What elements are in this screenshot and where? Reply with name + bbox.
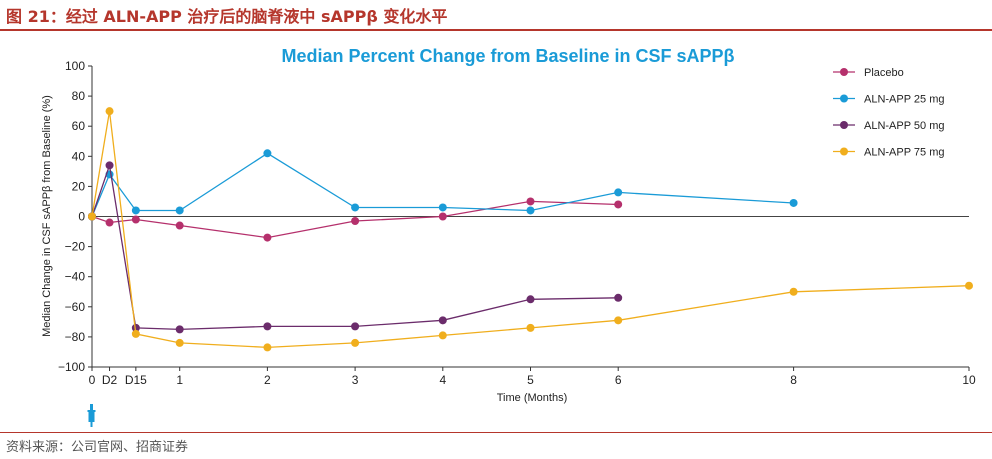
data-point — [88, 212, 96, 221]
data-point — [131, 215, 140, 224]
top-divider — [0, 29, 992, 31]
data-point — [614, 188, 623, 197]
series-line-4 — [91, 111, 970, 349]
data-point — [614, 316, 623, 325]
x-tick-label: 4 — [439, 373, 446, 387]
data-point — [438, 203, 447, 212]
legend-marker — [840, 147, 848, 156]
data-point — [105, 107, 114, 116]
x-tick-label: 10 — [962, 373, 976, 387]
data-point — [263, 343, 272, 352]
series-line-3 — [91, 165, 619, 331]
x-tick-label: 3 — [352, 373, 359, 387]
data-point — [526, 206, 535, 215]
data-point — [438, 316, 447, 325]
data-point — [789, 198, 798, 207]
y-axis-label: Median Change in CSF sAPPβ from Baseline… — [41, 95, 53, 337]
source-note: 资料来源：公司官网、招商证券 — [6, 440, 189, 455]
data-point — [351, 322, 360, 331]
data-point — [614, 200, 623, 209]
axes — [88, 65, 970, 371]
legend-marker — [840, 121, 848, 129]
y-tick-label: 80 — [72, 89, 86, 103]
y-tick-label: 100 — [65, 59, 85, 73]
data-point — [175, 206, 184, 215]
data-point — [263, 149, 272, 158]
data-point — [131, 323, 140, 332]
y-tick-label: −80 — [65, 330, 86, 344]
x-tick-label: 0 — [89, 373, 96, 387]
chart-title: Median Percent Change from Baseline in C… — [281, 46, 734, 66]
x-axis-label: Time (Months) — [497, 392, 568, 404]
x-tick-label: 2 — [264, 373, 271, 387]
data-point — [351, 203, 360, 212]
y-tick-label: −20 — [65, 240, 86, 254]
legend-label: ALN-APP 25 mg — [864, 94, 945, 106]
data-point — [526, 323, 535, 332]
x-tick-label: 5 — [527, 373, 534, 387]
series-line-2 — [91, 152, 794, 217]
bottom-divider — [0, 432, 992, 433]
data-point — [438, 331, 447, 340]
data-point — [131, 206, 140, 215]
data-point — [131, 329, 140, 338]
y-tick-label: 0 — [78, 210, 85, 224]
y-tick-label: −40 — [65, 270, 86, 284]
tick-labels: 100 80 60 40 20 0 −20 −40 −60 −80 −100 0 D2 D15 1 2 3 4 5 6… — [58, 59, 976, 387]
data-point — [175, 338, 184, 347]
x-tick-label: D2 — [102, 373, 118, 387]
legend-marker — [840, 94, 848, 103]
legend-marker — [840, 68, 848, 76]
data-point — [351, 217, 360, 226]
y-tick-label: −60 — [65, 300, 86, 314]
data-point — [105, 161, 114, 170]
syringe-icon — [87, 404, 96, 427]
y-tick-label: 20 — [72, 179, 86, 193]
data-point — [526, 197, 535, 206]
legend-label: Placebo — [864, 67, 904, 79]
data-point — [105, 218, 114, 227]
x-tick-label: D15 — [125, 373, 147, 387]
y-tick-label: 60 — [72, 119, 86, 133]
series-group — [88, 107, 973, 352]
data-point — [789, 287, 798, 296]
legend-label: ALN-APP 50 mg — [864, 120, 945, 132]
data-point — [438, 212, 447, 221]
data-point — [175, 221, 184, 230]
x-tick-label: 1 — [176, 373, 183, 387]
data-point — [351, 338, 360, 347]
legend-label: ALN-APP 75 mg — [864, 147, 945, 159]
legend: Placebo ALN-APP 25 mg ALN-APP 50 mg ALN-APP… — [833, 67, 945, 159]
data-point — [526, 295, 535, 304]
data-point — [263, 322, 272, 331]
y-tick-label: 40 — [72, 149, 86, 163]
y-tick-label: −100 — [58, 360, 85, 374]
x-tick-label: 8 — [790, 373, 797, 387]
data-point — [263, 233, 272, 242]
x-tick-label: 6 — [615, 373, 622, 387]
data-point — [614, 293, 623, 302]
figure-title: 图 21：经过 ALN-APP 治疗后的脑脊液中 sAPPβ 变化水平 — [6, 7, 448, 26]
data-point — [965, 281, 973, 290]
data-point — [175, 325, 184, 334]
